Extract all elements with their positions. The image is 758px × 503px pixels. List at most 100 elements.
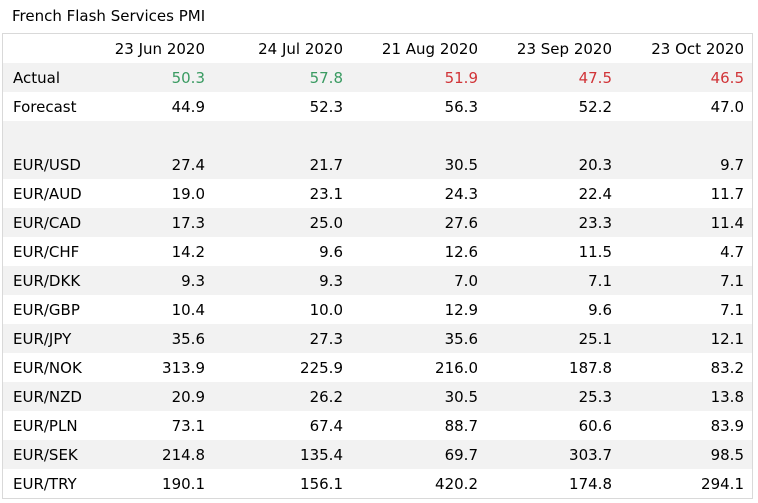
pair-value: 27.4 bbox=[88, 150, 213, 179]
pair-value: 24.3 bbox=[444, 184, 478, 203]
table-row: EUR/NZD 20.9 26.2 30.5 25.3 13.8 bbox=[3, 382, 752, 411]
pair-value: 88.7 bbox=[444, 416, 478, 435]
column-header: 21 Aug 2020 bbox=[381, 39, 478, 58]
pair-label: EUR/NZD bbox=[3, 382, 88, 411]
pair-value: 30.5 bbox=[351, 150, 486, 179]
pair-value: 83.9 bbox=[710, 416, 744, 435]
pair-value: 10.4 bbox=[171, 300, 205, 319]
pair-value: 60.6 bbox=[578, 416, 612, 435]
pair-value: 7.1 bbox=[486, 266, 620, 295]
pair-value: 10.0 bbox=[309, 300, 343, 319]
pair-value: 20.3 bbox=[486, 150, 620, 179]
table-row: EUR/GBP 10.4 10.0 12.9 9.6 7.1 bbox=[3, 295, 752, 324]
pair-value: 9.6 bbox=[588, 300, 612, 319]
pair-value: 98.5 bbox=[620, 440, 752, 469]
page-title: French Flash Services PMI bbox=[12, 7, 206, 25]
pair-value: 83.2 bbox=[710, 358, 744, 377]
pair-value: 27.3 bbox=[213, 324, 351, 353]
pair-value: 73.1 bbox=[171, 416, 205, 435]
pair-value: 23.3 bbox=[486, 208, 620, 237]
column-header: 23 Oct 2020 bbox=[651, 39, 744, 58]
pair-value: 23.1 bbox=[309, 184, 343, 203]
pair-label: EUR/USD bbox=[3, 150, 88, 179]
pair-label: EUR/TRY bbox=[13, 474, 77, 493]
pair-value: 216.0 bbox=[435, 358, 478, 377]
pair-value: 11.4 bbox=[620, 208, 752, 237]
forecast-value: 52.2 bbox=[578, 97, 612, 116]
actual-value: 50.3 bbox=[88, 63, 213, 92]
pair-label: EUR/PLN bbox=[13, 416, 78, 435]
actual-value: 51.9 bbox=[351, 63, 486, 92]
pair-value: 313.9 bbox=[162, 358, 205, 377]
pair-label: EUR/NOK bbox=[13, 358, 82, 377]
currency-pairs: EUR/USD 27.4 21.7 30.5 20.3 9.7 EUR/AUD 19.0 23.… bbox=[3, 150, 752, 498]
pair-value: 4.7 bbox=[720, 242, 744, 261]
table-row: EUR/CHF 14.2 9.6 12.6 11.5 4.7 bbox=[3, 237, 752, 266]
pair-label: EUR/DKK bbox=[3, 266, 88, 295]
column-header: 23 Sep 2020 bbox=[516, 39, 612, 58]
table-row: EUR/TRY 190.1 156.1 420.2 174.8 294.1 bbox=[3, 469, 752, 498]
table-row: EUR/JPY 35.6 27.3 35.6 25.1 12.1 bbox=[3, 324, 752, 353]
pair-value: 7.1 bbox=[720, 300, 744, 319]
pair-value: 14.2 bbox=[171, 242, 205, 261]
pair-value: 11.5 bbox=[578, 242, 612, 261]
table-row: EUR/SEK 214.8 135.4 69.7 303.7 98.5 bbox=[3, 440, 752, 469]
pair-value: 13.8 bbox=[620, 382, 752, 411]
forecast-value: 44.9 bbox=[171, 97, 205, 116]
pair-value: 22.4 bbox=[578, 184, 612, 203]
column-header: 24 Jul 2020 bbox=[258, 39, 343, 58]
pair-value: 12.1 bbox=[620, 324, 752, 353]
pair-value: 69.7 bbox=[351, 440, 486, 469]
pair-value: 7.0 bbox=[351, 266, 486, 295]
pair-value: 25.0 bbox=[213, 208, 351, 237]
pair-value: 174.8 bbox=[569, 474, 612, 493]
pmi-table: 23 Jun 2020 24 Jul 2020 21 Aug 2020 23 S… bbox=[3, 34, 752, 498]
pair-label: EUR/AUD bbox=[13, 184, 82, 203]
pair-label: EUR/SEK bbox=[3, 440, 88, 469]
pair-value: 225.9 bbox=[300, 358, 343, 377]
pair-value: 35.6 bbox=[351, 324, 486, 353]
pair-value: 25.3 bbox=[486, 382, 620, 411]
pair-value: 9.7 bbox=[620, 150, 752, 179]
forecast-value: 56.3 bbox=[444, 97, 478, 116]
table-row: EUR/NOK 313.9 225.9 216.0 187.8 83.2 bbox=[3, 353, 752, 382]
pair-value: 27.6 bbox=[351, 208, 486, 237]
forecast-value: 47.0 bbox=[710, 97, 744, 116]
pmi-table-frame: 23 Jun 2020 24 Jul 2020 21 Aug 2020 23 S… bbox=[2, 33, 753, 499]
pair-label: EUR/CHF bbox=[13, 242, 80, 261]
pair-value: 9.3 bbox=[213, 266, 351, 295]
table-row: EUR/DKK 9.3 9.3 7.0 7.1 7.1 bbox=[3, 266, 752, 295]
forecast-row: Forecast 44.9 52.3 56.3 52.2 47.0 bbox=[3, 92, 752, 121]
pair-value: 9.6 bbox=[319, 242, 343, 261]
pair-label: EUR/JPY bbox=[3, 324, 88, 353]
header-corner bbox=[3, 34, 88, 63]
header-row: 23 Jun 2020 24 Jul 2020 21 Aug 2020 23 S… bbox=[3, 34, 752, 63]
pair-label: EUR/GBP bbox=[13, 300, 80, 319]
pair-value: 67.4 bbox=[309, 416, 343, 435]
pair-value: 303.7 bbox=[486, 440, 620, 469]
spacer-row bbox=[3, 121, 752, 150]
pair-value: 19.0 bbox=[171, 184, 205, 203]
table-row: EUR/USD 27.4 21.7 30.5 20.3 9.7 bbox=[3, 150, 752, 179]
table-row: EUR/AUD 19.0 23.1 24.3 22.4 11.7 bbox=[3, 179, 752, 208]
actual-value: 47.5 bbox=[486, 63, 620, 92]
pair-value: 294.1 bbox=[701, 474, 744, 493]
pair-value: 26.2 bbox=[213, 382, 351, 411]
pair-value: 135.4 bbox=[213, 440, 351, 469]
pair-value: 7.1 bbox=[620, 266, 752, 295]
pair-value: 12.9 bbox=[444, 300, 478, 319]
pair-value: 11.7 bbox=[710, 184, 744, 203]
pair-value: 20.9 bbox=[88, 382, 213, 411]
actual-value: 57.8 bbox=[213, 63, 351, 92]
pair-value: 187.8 bbox=[569, 358, 612, 377]
table-row: EUR/CAD 17.3 25.0 27.6 23.3 11.4 bbox=[3, 208, 752, 237]
pair-value: 9.3 bbox=[88, 266, 213, 295]
row-label: Actual bbox=[3, 63, 88, 92]
pair-value: 30.5 bbox=[351, 382, 486, 411]
pair-value: 420.2 bbox=[435, 474, 478, 493]
row-label: Forecast bbox=[13, 97, 77, 116]
column-header: 23 Jun 2020 bbox=[114, 39, 205, 58]
pair-value: 35.6 bbox=[88, 324, 213, 353]
pair-value: 214.8 bbox=[88, 440, 213, 469]
pair-value: 12.6 bbox=[444, 242, 478, 261]
